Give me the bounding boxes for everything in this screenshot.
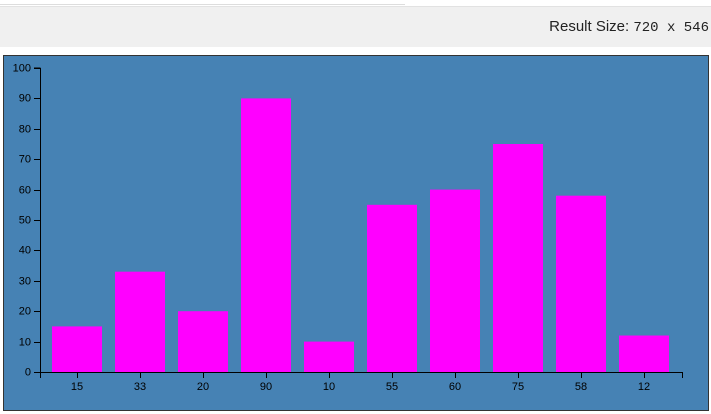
result-bar: Result Size: 720 x 546: [0, 6, 711, 47]
y-tick-label: 20: [19, 305, 31, 317]
bar: [367, 204, 417, 372]
y-tick-label: 100: [13, 62, 31, 74]
x-tick-label: 55: [386, 381, 398, 393]
y-tick-label: 30: [19, 275, 31, 287]
bar: [241, 98, 291, 373]
x-tick-label: 75: [512, 381, 524, 393]
x-tick-label: 60: [449, 381, 461, 393]
x-tick-label: 15: [71, 381, 83, 393]
y-tick-label: 40: [19, 244, 31, 256]
y-tick-label: 80: [19, 123, 31, 135]
result-size-value: 720 x 546: [633, 20, 709, 36]
bar: [619, 335, 669, 372]
bar: [115, 271, 165, 372]
y-tick-label: 60: [19, 184, 31, 196]
bar: [52, 326, 102, 372]
result-size-label: Result Size:: [549, 18, 630, 35]
y-tick-label: 70: [19, 153, 31, 165]
result-size: Result Size: 720 x 546: [549, 18, 709, 36]
x-tick-label: 12: [638, 381, 650, 393]
bar: [493, 144, 543, 372]
y-tick-label: 90: [19, 92, 31, 104]
x-tick-label: 33: [134, 381, 146, 393]
bar: [430, 189, 480, 372]
x-tick-label: 20: [197, 381, 209, 393]
y-tick-label: 10: [19, 336, 31, 348]
y-tick-label: 0: [25, 366, 31, 378]
x-tick-label: 58: [575, 381, 587, 393]
bar: [304, 341, 354, 372]
divider: [0, 0, 405, 5]
x-tick-label: 90: [260, 381, 272, 393]
bar: [178, 311, 228, 372]
y-tick-label: 50: [19, 214, 31, 226]
x-tick-label: 10: [323, 381, 335, 393]
bar: [556, 195, 606, 372]
